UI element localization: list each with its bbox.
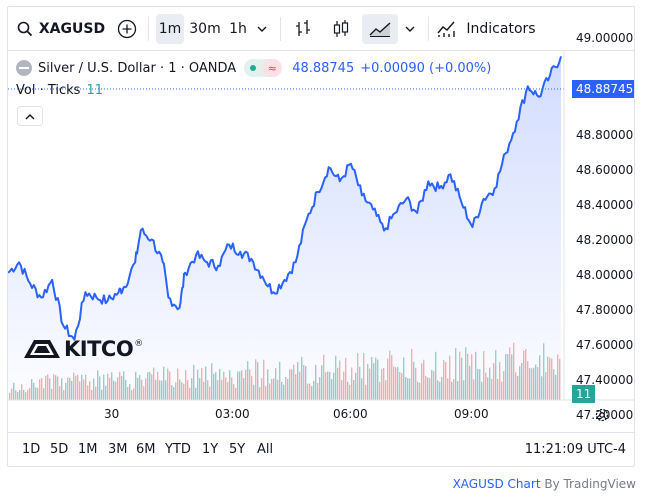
kitco-logo: KITCO ®	[22, 337, 143, 361]
range-1y-button[interactable]: 1Y	[202, 442, 219, 457]
plus-circle-icon	[117, 19, 137, 39]
range-5y-button[interactable]: 5Y	[229, 442, 246, 457]
bar-chart-style-button[interactable]	[288, 14, 318, 44]
range-3m-button[interactable]: 3M	[108, 442, 128, 457]
search-icon	[17, 21, 33, 37]
chart-style-dropdown-button[interactable]	[400, 14, 420, 44]
last-price: 48.88745	[292, 60, 355, 76]
series-title: Silver / U.S. Dollar · 1 · OANDA	[38, 60, 237, 76]
area-style-button[interactable]	[362, 14, 398, 44]
interval-dropdown-button[interactable]	[252, 14, 272, 44]
volume-legend: Vol · Ticks 11	[16, 83, 103, 98]
toolbar-divider	[428, 17, 429, 41]
chevron-up-icon	[25, 113, 35, 119]
registered-mark: ®	[134, 339, 144, 349]
price-chart[interactable]	[8, 7, 635, 467]
time-tick: 03:00	[215, 407, 250, 421]
chevron-down-icon	[405, 26, 415, 32]
candles-style-button[interactable]	[326, 14, 356, 44]
symbol-chart-link[interactable]: XAGUSD Chart	[452, 477, 541, 491]
delayed-data-icon: ≈	[262, 59, 283, 77]
kitco-wordmark: KITCO	[64, 337, 134, 361]
price-tick: 47.40000	[576, 373, 634, 387]
price-line	[8, 56, 562, 341]
chart-settings-button[interactable]	[594, 407, 610, 427]
range-1d-button[interactable]: 1D	[22, 442, 41, 457]
indicators-button[interactable]: Indicators	[436, 14, 536, 44]
range-ytd-button[interactable]: YTD	[165, 442, 191, 457]
market-open-dot-icon	[244, 59, 262, 77]
indicators-label: Indicators	[466, 21, 536, 37]
price-area-fill	[8, 56, 561, 401]
range-1m-button[interactable]: 1M	[78, 442, 98, 457]
range-6m-button[interactable]: 6M	[136, 442, 156, 457]
price-tick: 48.80000	[576, 128, 634, 142]
attribution-by-text: By TradingView	[540, 477, 636, 491]
time-tick: 09:00	[454, 407, 489, 421]
interval-1h-button[interactable]: 1h	[229, 21, 247, 37]
price-change: +0.00090 (+0.00%)	[360, 60, 492, 76]
symbol-label: XAGUSD	[38, 21, 106, 37]
price-tick: 47.60000	[576, 338, 634, 352]
time-tick: 06:00	[333, 407, 368, 421]
candles-icon	[333, 20, 349, 37]
volume-value: 11	[86, 83, 103, 98]
bars-icon	[296, 20, 310, 36]
tradingview-attribution: XAGUSD Chart By TradingView	[453, 477, 636, 491]
toolbar-divider	[280, 17, 281, 41]
top-toolbar: XAGUSD 1m 30m 1h	[8, 7, 634, 51]
price-tick: 48.40000	[576, 198, 634, 212]
compare-symbol-button[interactable]	[112, 14, 142, 44]
symbol-search-button[interactable]: XAGUSD	[14, 14, 108, 44]
chart-clock[interactable]: 11:21:09 UTC-4	[524, 442, 626, 457]
range-bar: 1D 5D 1M 3M 6M YTD 1Y 5Y All 11:21:09 UT…	[8, 432, 634, 466]
chevron-down-icon	[257, 26, 267, 32]
chart-widget: XAGUSD 1m 30m 1h	[7, 6, 635, 467]
last-price-label: 48.88745	[572, 80, 634, 98]
price-tick: 49.00000	[576, 31, 634, 45]
market-status-badge[interactable]: ≈	[244, 59, 283, 77]
price-tick: 48.20000	[576, 233, 634, 247]
interval-1m-button[interactable]: 1m	[156, 14, 184, 44]
price-tick: 48.00000	[576, 268, 634, 282]
price-tick: 47.80000	[576, 303, 634, 317]
collapse-legend-button[interactable]	[17, 106, 43, 126]
toolbar-divider	[148, 17, 149, 41]
range-all-button[interactable]: All	[257, 442, 274, 457]
time-tick: 30	[104, 407, 120, 421]
kitco-bar-icon	[24, 340, 60, 358]
area-chart-icon	[369, 22, 391, 37]
series-legend: Silver / U.S. Dollar · 1 · OANDA ≈ 48.88…	[16, 59, 491, 77]
last-volume-label: 11	[572, 385, 596, 403]
volume-label: Vol · Ticks	[16, 83, 81, 98]
interval-30m-button[interactable]: 30m	[189, 21, 221, 37]
silver-symbol-icon	[16, 60, 32, 76]
gear-icon	[595, 408, 609, 422]
indicators-icon	[437, 21, 456, 37]
price-tick: 48.60000	[576, 163, 634, 177]
range-5d-button[interactable]: 5D	[50, 442, 69, 457]
